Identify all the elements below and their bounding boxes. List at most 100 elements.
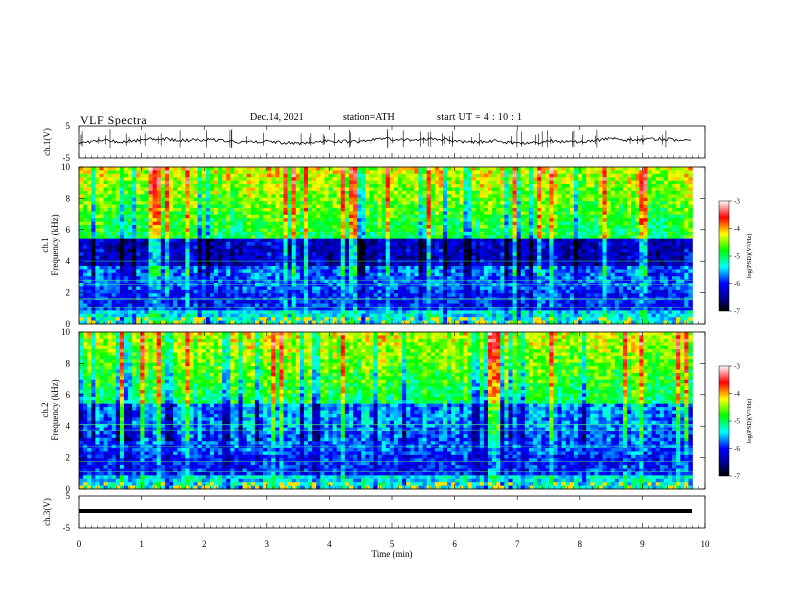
spectrogram-cell <box>647 265 652 270</box>
spectrogram-cell <box>107 207 113 212</box>
spectrogram-cell <box>205 190 211 195</box>
spectrogram-cell <box>651 235 657 240</box>
spectrogram-cell <box>549 225 554 229</box>
spectrogram-cell <box>606 180 612 185</box>
spectrogram-cell <box>79 252 84 257</box>
spectrogram-cell <box>553 218 558 222</box>
spectrogram-cell <box>156 255 162 260</box>
spectrogram-cell <box>87 225 92 229</box>
spectrogram-cell <box>549 207 554 212</box>
spectrogram-cell <box>590 252 595 257</box>
spectrogram-cell <box>622 262 628 267</box>
spectrogram-cell <box>111 170 117 175</box>
spectrogram-cell <box>504 197 509 202</box>
spectrogram-cell <box>614 204 620 209</box>
spectrogram-cell <box>275 255 280 260</box>
spectrogram-cell <box>316 255 321 260</box>
spectrogram-cell <box>83 177 88 181</box>
spectrogram-cell <box>103 180 108 185</box>
spectrogram-cell <box>291 228 297 233</box>
spectrogram-cell <box>565 265 571 270</box>
spectrogram-cell <box>291 214 297 219</box>
spectrogram-cell <box>381 184 387 188</box>
spectrogram-cell <box>475 221 481 226</box>
spectrogram-cell <box>565 173 571 178</box>
spectrogram-cell <box>213 269 219 274</box>
spectrogram-cell <box>353 269 358 274</box>
spectrogram-cell <box>95 276 100 280</box>
spectrogram-cell <box>688 255 693 260</box>
spectrogram-cell <box>87 221 92 226</box>
spectrogram-cell <box>283 231 288 236</box>
spectrogram-cell <box>185 211 190 216</box>
spectrogram-cell <box>627 228 632 233</box>
spectrogram-cell <box>639 197 644 202</box>
spectrogram-cell <box>430 245 436 250</box>
spectrogram-cell <box>447 197 452 202</box>
spectrogram-cell <box>667 194 673 199</box>
spectrogram-cell <box>561 201 567 205</box>
spectrogram-cell <box>271 207 276 212</box>
spectrogram-cell <box>512 177 517 181</box>
spectrogram-cell <box>369 167 374 171</box>
spectrogram-cell <box>119 218 125 222</box>
spectrogram-cell <box>197 197 203 202</box>
spectrogram-cell <box>561 252 567 257</box>
spectrogram-cell <box>303 235 309 240</box>
spectrogram-cell <box>528 262 534 267</box>
spectrogram-cell <box>369 190 374 195</box>
spectrogram-cell <box>258 255 264 260</box>
spectrogram-cell <box>332 214 338 219</box>
spectrogram-cell <box>160 211 166 216</box>
spectrogram-cell <box>258 221 264 226</box>
spectrogram-cell <box>635 207 640 212</box>
spectrogram-cell <box>152 180 158 185</box>
spectrogram-cell <box>475 245 481 250</box>
spectrogram-cell <box>377 265 382 270</box>
spectrogram-cell <box>610 218 616 222</box>
spectrogram-cell <box>426 180 432 185</box>
spectrogram-cell <box>447 190 452 195</box>
spectrogram-cell <box>328 214 333 219</box>
spectrogram-cell <box>328 170 333 175</box>
spectrogram-cell <box>140 167 145 171</box>
spectrogram-cell <box>168 170 174 175</box>
spectrogram-cell <box>471 252 477 257</box>
spectrogram-cell <box>651 225 657 229</box>
spectrogram-cell <box>222 211 227 216</box>
spectrogram-cell <box>213 252 219 257</box>
spectrogram-cell <box>418 245 423 250</box>
spectrogram-cell <box>430 221 436 226</box>
spectrogram-cell <box>209 225 215 229</box>
spectrogram-cell <box>99 167 104 171</box>
spectrogram-cell <box>406 207 411 212</box>
spectrogram-cell <box>516 248 522 253</box>
spectrogram-cell <box>275 204 280 209</box>
spectrogram-cell <box>537 180 542 185</box>
spectrogram-cell <box>353 262 358 267</box>
spectrogram-cell <box>336 167 342 171</box>
spectrogram-cell <box>357 167 362 171</box>
spectrogram-cell <box>569 245 575 250</box>
spectrogram-cell <box>487 262 493 267</box>
spectrogram-cell <box>115 207 121 212</box>
spectrogram-cell <box>627 177 632 181</box>
spectrogram-cell <box>87 197 92 202</box>
spectrogram-cell <box>508 184 513 188</box>
spectrogram-cell <box>471 231 477 236</box>
ch1-spectrogram-image <box>79 167 693 325</box>
spectrogram-cell <box>258 235 264 240</box>
spectrogram-cell <box>663 211 669 216</box>
spectrogram-cell <box>279 204 284 209</box>
spectrogram-cell <box>173 214 178 219</box>
spectrogram-cell <box>287 194 293 199</box>
spectrogram-cell <box>299 180 305 185</box>
spectrogram-cell <box>136 231 141 236</box>
spectrogram-cell <box>226 238 231 243</box>
spectrogram-cell <box>487 207 493 212</box>
spectrogram-cell <box>91 184 96 188</box>
spectrogram-cell <box>393 262 399 267</box>
spectrogram-cell <box>520 248 526 253</box>
spectrogram-cell <box>479 262 485 267</box>
spectrogram-cell <box>651 211 657 216</box>
